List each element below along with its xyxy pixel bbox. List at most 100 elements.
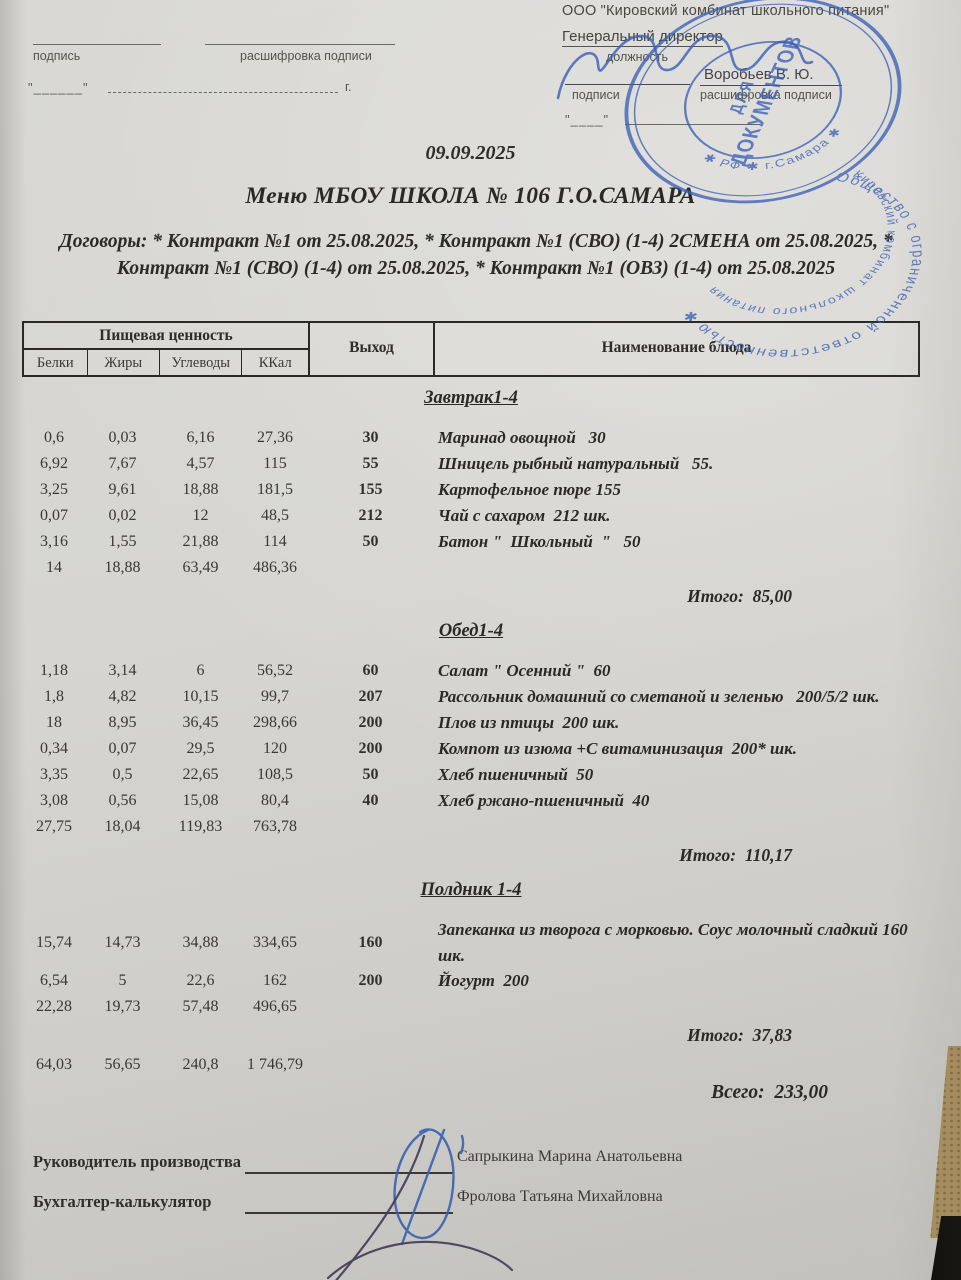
dish-name: Йогурт 200 (438, 971, 529, 991)
nutrition-value: 0,5 (112, 766, 133, 783)
footer-signer-row: Бухгалтер-калькулятор Фролова Татьяна Мих… (33, 1186, 923, 1226)
nutrition-value: 80,4 (261, 792, 289, 809)
footer-signature-line (245, 1212, 453, 1214)
dish-name: Картофельное пюре 155 (438, 480, 621, 500)
menu-title: Меню МБОУ ШКОЛА № 106 Г.О.САМАРА (245, 183, 696, 209)
nutrition-value: 0,34 (40, 740, 68, 757)
nutrition-value: 3,25 (40, 481, 68, 498)
nutrition-value: 48,5 (261, 507, 289, 524)
menu-row: 0,34 0,07 29,5 120 200 Компот из изюма +С вит… (22, 736, 920, 762)
nutrition-value: 120 (263, 740, 287, 757)
menu-row: 1,18 3,14 6 56,52 60 Салат " Осенний " 60 (22, 658, 920, 684)
nutrition-value: 6,16 (186, 429, 215, 446)
nutrition-value: 19,73 (104, 998, 141, 1015)
blank-date-line (108, 92, 338, 93)
sign-label: подписи (572, 88, 620, 102)
signature-decode-line (205, 44, 395, 45)
output-value: 30 (362, 429, 379, 446)
nutrition-value: 18,04 (104, 818, 141, 835)
output-value: 60 (362, 662, 379, 679)
dish-name: Шницель рыбный натуральный 55. (438, 454, 714, 474)
nutrition-value: 29,5 (186, 740, 215, 757)
nutrition-value: 0,07 (40, 507, 68, 524)
dish-name: Плов из птицы 200 шк. (438, 713, 620, 733)
output-value: 200 (358, 740, 383, 757)
nutrition-value: 240,8 (182, 1056, 219, 1073)
dish-name: Запеканка из творога с морковью. Соус мо… (438, 920, 912, 965)
menu-row: 1,8 4,82 10,15 99,7 207 Рассольник домашний с… (22, 684, 920, 710)
nutrition-value: 763,78 (253, 818, 297, 835)
nutrition-value: 119,83 (178, 818, 223, 835)
section-total: Итого: 110,17 (679, 845, 792, 865)
section-totals-row: 14 18,88 63,49 486,36 (22, 555, 920, 581)
signature-line (33, 44, 161, 45)
nutrition-value: 0,56 (108, 792, 137, 809)
menu-row: 6,92 7,67 4,57 115 55 Шницель рыбный натураль… (22, 451, 920, 477)
output-value: 50 (362, 533, 379, 550)
nutrition-value: 63,49 (182, 559, 219, 576)
menu-table-header: Пищевая ценность Белки Жиры Углеводы ККа… (22, 321, 920, 377)
grand-total: Всего: 233,00 (711, 1082, 828, 1103)
top-right-director-block: ООО "Кировский комбинат школьного питани… (0, 0, 961, 150)
nutrition-value: 18 (46, 714, 62, 731)
section-title: Обед1-4 (438, 621, 504, 641)
nutrition-value: 64,03 (36, 1056, 72, 1073)
nutrition-value: 34,88 (182, 933, 219, 951)
nutrition-value: 1,18 (40, 662, 68, 679)
output-value: 40 (362, 792, 379, 809)
nutrition-value: 15,74 (36, 933, 72, 951)
nutrition-value: 27,75 (36, 818, 72, 835)
section-total: Итого: 37,83 (687, 1025, 792, 1045)
col-header-protein: Белки (24, 350, 88, 376)
nutrition-value: 99,7 (261, 688, 289, 705)
nutrition-value: 21,88 (182, 533, 219, 550)
footer-signer-label: Бухгалтер-калькулятор (33, 1192, 212, 1211)
nutrition-value: 8,95 (108, 714, 137, 731)
position-label: должность (606, 50, 668, 64)
footer-signers: Руководитель производства Сапрыкина Марин… (33, 1146, 923, 1226)
col-header-kcal: ККал (258, 355, 292, 371)
output-value: 55 (362, 455, 379, 472)
output-value: 212 (358, 507, 383, 524)
nutrition-value: 486,36 (253, 559, 297, 576)
nutrition-value: 0,02 (108, 507, 137, 524)
decode-label: расшифровка подписи (240, 49, 372, 63)
dish-name: Маринад овощной 30 (438, 428, 606, 448)
company-name: ООО "Кировский комбинат школьного питани… (562, 3, 890, 19)
nutrition-value: 22,65 (182, 766, 219, 783)
section-title: Полдник 1-4 (420, 880, 522, 900)
dish-name: Рассольник домашний со сметаной и зелень… (438, 687, 880, 707)
footer-signer-label: Руководитель производства (33, 1152, 241, 1171)
nutrition-value: 6,92 (40, 455, 68, 472)
section-totals-row: 22,28 19,73 57,48 496,65 (22, 994, 920, 1020)
year-suffix: г. (345, 80, 352, 94)
nutrition-value: 1 746,79 (247, 1056, 303, 1073)
nutrition-value: 3,08 (40, 792, 68, 809)
nutrition-value: 36,45 (182, 714, 219, 731)
dish-name: Компот из изюма +С витаминизация 200* шк… (438, 739, 798, 759)
nutrition-value: 18,88 (182, 481, 219, 498)
output-value: 200 (358, 714, 383, 731)
nutrition-value: 0,03 (108, 429, 137, 446)
menu-row: 3,08 0,56 15,08 80,4 40 Хлеб ржано-пшеничный … (22, 788, 920, 814)
top-left-signature-block: подпись расшифровка подписи "______" г. (0, 0, 480, 120)
output-value: 50 (362, 766, 379, 783)
director-title: Генеральный директор (562, 28, 723, 47)
dish-name: Хлеб ржано-пшеничный 40 (438, 791, 650, 811)
col-header-fat: Жиры (88, 350, 161, 376)
nutrition-value: 5 (118, 972, 127, 989)
nutrition-value: 4,82 (108, 688, 137, 705)
nutrition-value: 0,07 (108, 740, 137, 757)
dish-name: Батон " Школьный " 50 (438, 532, 641, 552)
menu-row: 3,16 1,55 21,88 114 50 Батон " Школьный " 50 (22, 529, 920, 555)
nutrition-value: 1,8 (44, 688, 64, 705)
nutrition-value: 7,67 (108, 455, 137, 472)
wooden-table-surface (930, 1046, 961, 1238)
nutrition-value: 22,6 (186, 972, 215, 989)
nutrition-value: 496,65 (253, 998, 297, 1015)
blank-date-quotes: "______" (28, 80, 89, 95)
nutrition-value: 3,35 (40, 766, 68, 783)
menu-row: 18 8,95 36,45 298,66 200 Плов из птицы 200 шк… (22, 710, 920, 736)
nutrition-value: 3,16 (40, 533, 68, 550)
nutrition-value: 10,15 (182, 688, 219, 705)
